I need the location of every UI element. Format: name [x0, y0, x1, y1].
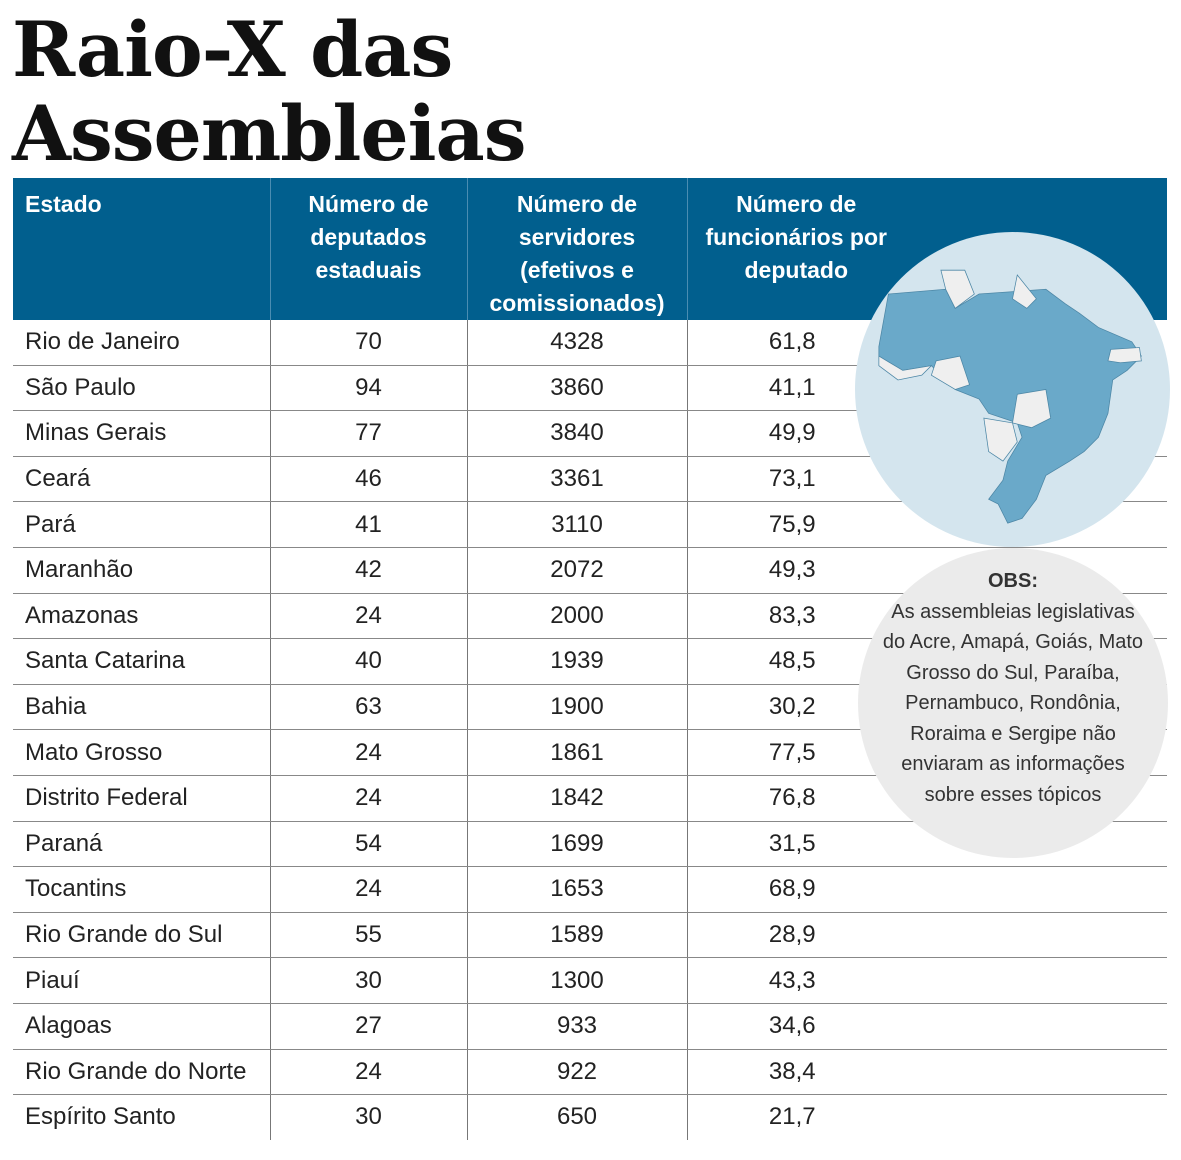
col-header-servidores: Número de servidores (efetivos e comissi…: [466, 178, 687, 320]
cell-estado: Santa Catarina: [13, 638, 271, 685]
cell-estado: Alagoas: [13, 1003, 271, 1050]
cell-estado: Mato Grosso: [13, 729, 271, 776]
cell-servidores: 2000: [467, 593, 688, 640]
cell-servidores: 1842: [467, 775, 688, 822]
cell-servidores: 1589: [467, 912, 688, 959]
cell-deputados: 70: [270, 320, 468, 366]
cell-deputados: 77: [270, 410, 468, 457]
map-state-missing: [1107, 347, 1142, 364]
cell-servidores: 1900: [467, 684, 688, 731]
cell-deputados: 40: [270, 638, 468, 685]
cell-servidores: 1300: [467, 957, 688, 1004]
obs-label: OBS:: [988, 570, 1038, 592]
cell-deputados: 24: [270, 593, 468, 640]
title-line-2: Assembleias: [12, 89, 527, 178]
cell-servidores: 922: [467, 1049, 688, 1096]
cell-estado: Maranhão: [13, 547, 271, 594]
brazil-map: [855, 232, 1170, 547]
cell-servidores: 4328: [467, 320, 688, 366]
cell-servidores: 1939: [467, 638, 688, 685]
page-title: Raio-X das Assembleias: [12, 5, 527, 178]
cell-deputados: 30: [270, 1094, 468, 1140]
cell-deputados: 24: [270, 1049, 468, 1096]
cell-funcionarios: 28,9: [687, 912, 1167, 959]
cell-deputados: 63: [270, 684, 468, 731]
cell-estado: Amazonas: [13, 593, 271, 640]
cell-funcionarios: 68,9: [687, 866, 1167, 913]
col-header-deputados: Número de deputados estaduais: [269, 178, 467, 320]
map-state-missing: [1012, 389, 1052, 429]
table-row: Tocantins 24 1653 68,9: [13, 866, 1167, 913]
cell-funcionarios: 43,3: [687, 957, 1167, 1004]
cell-deputados: 42: [270, 547, 468, 594]
cell-estado: Rio Grande do Sul: [13, 912, 271, 959]
cell-estado: Paraná: [13, 821, 271, 868]
obs-text: As assembleias legislativas do Acre, Ama…: [882, 600, 1144, 806]
table-row: Alagoas 27 933 34,6: [13, 1003, 1167, 1050]
cell-estado: Rio de Janeiro: [13, 320, 271, 366]
cell-deputados: 54: [270, 821, 468, 868]
cell-deputados: 94: [270, 365, 468, 412]
table-row: Espírito Santo 30 650 21,7: [13, 1094, 1167, 1140]
cell-funcionarios: 38,4: [687, 1049, 1167, 1096]
table-row: Piauí 30 1300 43,3: [13, 957, 1167, 1004]
table-row: Pará 41 3110 75,9: [13, 501, 1167, 548]
table-row: Distrito Federal 24 1842 76,8: [13, 775, 1167, 822]
cell-deputados: 30: [270, 957, 468, 1004]
table-row: Rio Grande do Norte 24 922 38,4: [13, 1049, 1167, 1096]
cell-funcionarios: 21,7: [768, 1103, 816, 1131]
cell-estado: Ceará: [13, 456, 271, 503]
cell-deputados: 24: [270, 775, 468, 822]
cell-estado: Tocantins: [13, 866, 271, 913]
cell-deputados: 27: [270, 1003, 468, 1050]
map-state-missing: [983, 417, 1018, 462]
cell-servidores: 3840: [467, 410, 688, 457]
cell-deputados: 55: [270, 912, 468, 959]
cell-estado: São Paulo: [13, 365, 271, 412]
cell-deputados: 41: [270, 501, 468, 548]
cell-estado: Piauí: [13, 957, 271, 1004]
cell-servidores: 3361: [467, 456, 688, 503]
map-state-missing: [1012, 274, 1037, 309]
cell-estado: Bahia: [13, 684, 271, 731]
cell-servidores: 1861: [467, 729, 688, 776]
map-state-missing: [940, 269, 975, 309]
cell-servidores: 2072: [467, 547, 688, 594]
cell-estado: Pará: [13, 501, 271, 548]
table-row: Rio Grande do Sul 55 1589 28,9: [13, 912, 1167, 959]
title-line-1: Raio-X das: [12, 5, 453, 94]
table-row: Maranhão 42 2072 49,3: [13, 547, 1167, 594]
cell-estado: Minas Gerais: [13, 410, 271, 457]
assemblies-table: Estado Número de deputados estaduais Núm…: [13, 178, 1167, 1140]
cell-funcionarios: 34,6: [687, 1003, 1167, 1050]
map-state-reported: [878, 288, 1142, 524]
cell-servidores: 3110: [467, 501, 688, 548]
cell-estado: Espírito Santo: [13, 1094, 271, 1140]
cell-estado: Distrito Federal: [13, 775, 271, 822]
cell-servidores: 1699: [467, 821, 688, 868]
cell-servidores: 3860: [467, 365, 688, 412]
map-state-missing: [878, 355, 933, 381]
obs-note: OBS: As assembleias legislativas do Acre…: [858, 548, 1168, 858]
cell-deputados: 46: [270, 456, 468, 503]
map-state-missing: [930, 355, 971, 390]
cell-deputados: 24: [270, 729, 468, 776]
cell-servidores: 650: [467, 1094, 688, 1140]
brazil-map-svg: [878, 269, 1142, 524]
col-header-estado: Estado: [13, 178, 270, 320]
cell-servidores: 933: [467, 1003, 688, 1050]
cell-estado: Rio Grande do Norte: [13, 1049, 271, 1096]
cell-deputados: 24: [270, 866, 468, 913]
cell-servidores: 1653: [467, 866, 688, 913]
